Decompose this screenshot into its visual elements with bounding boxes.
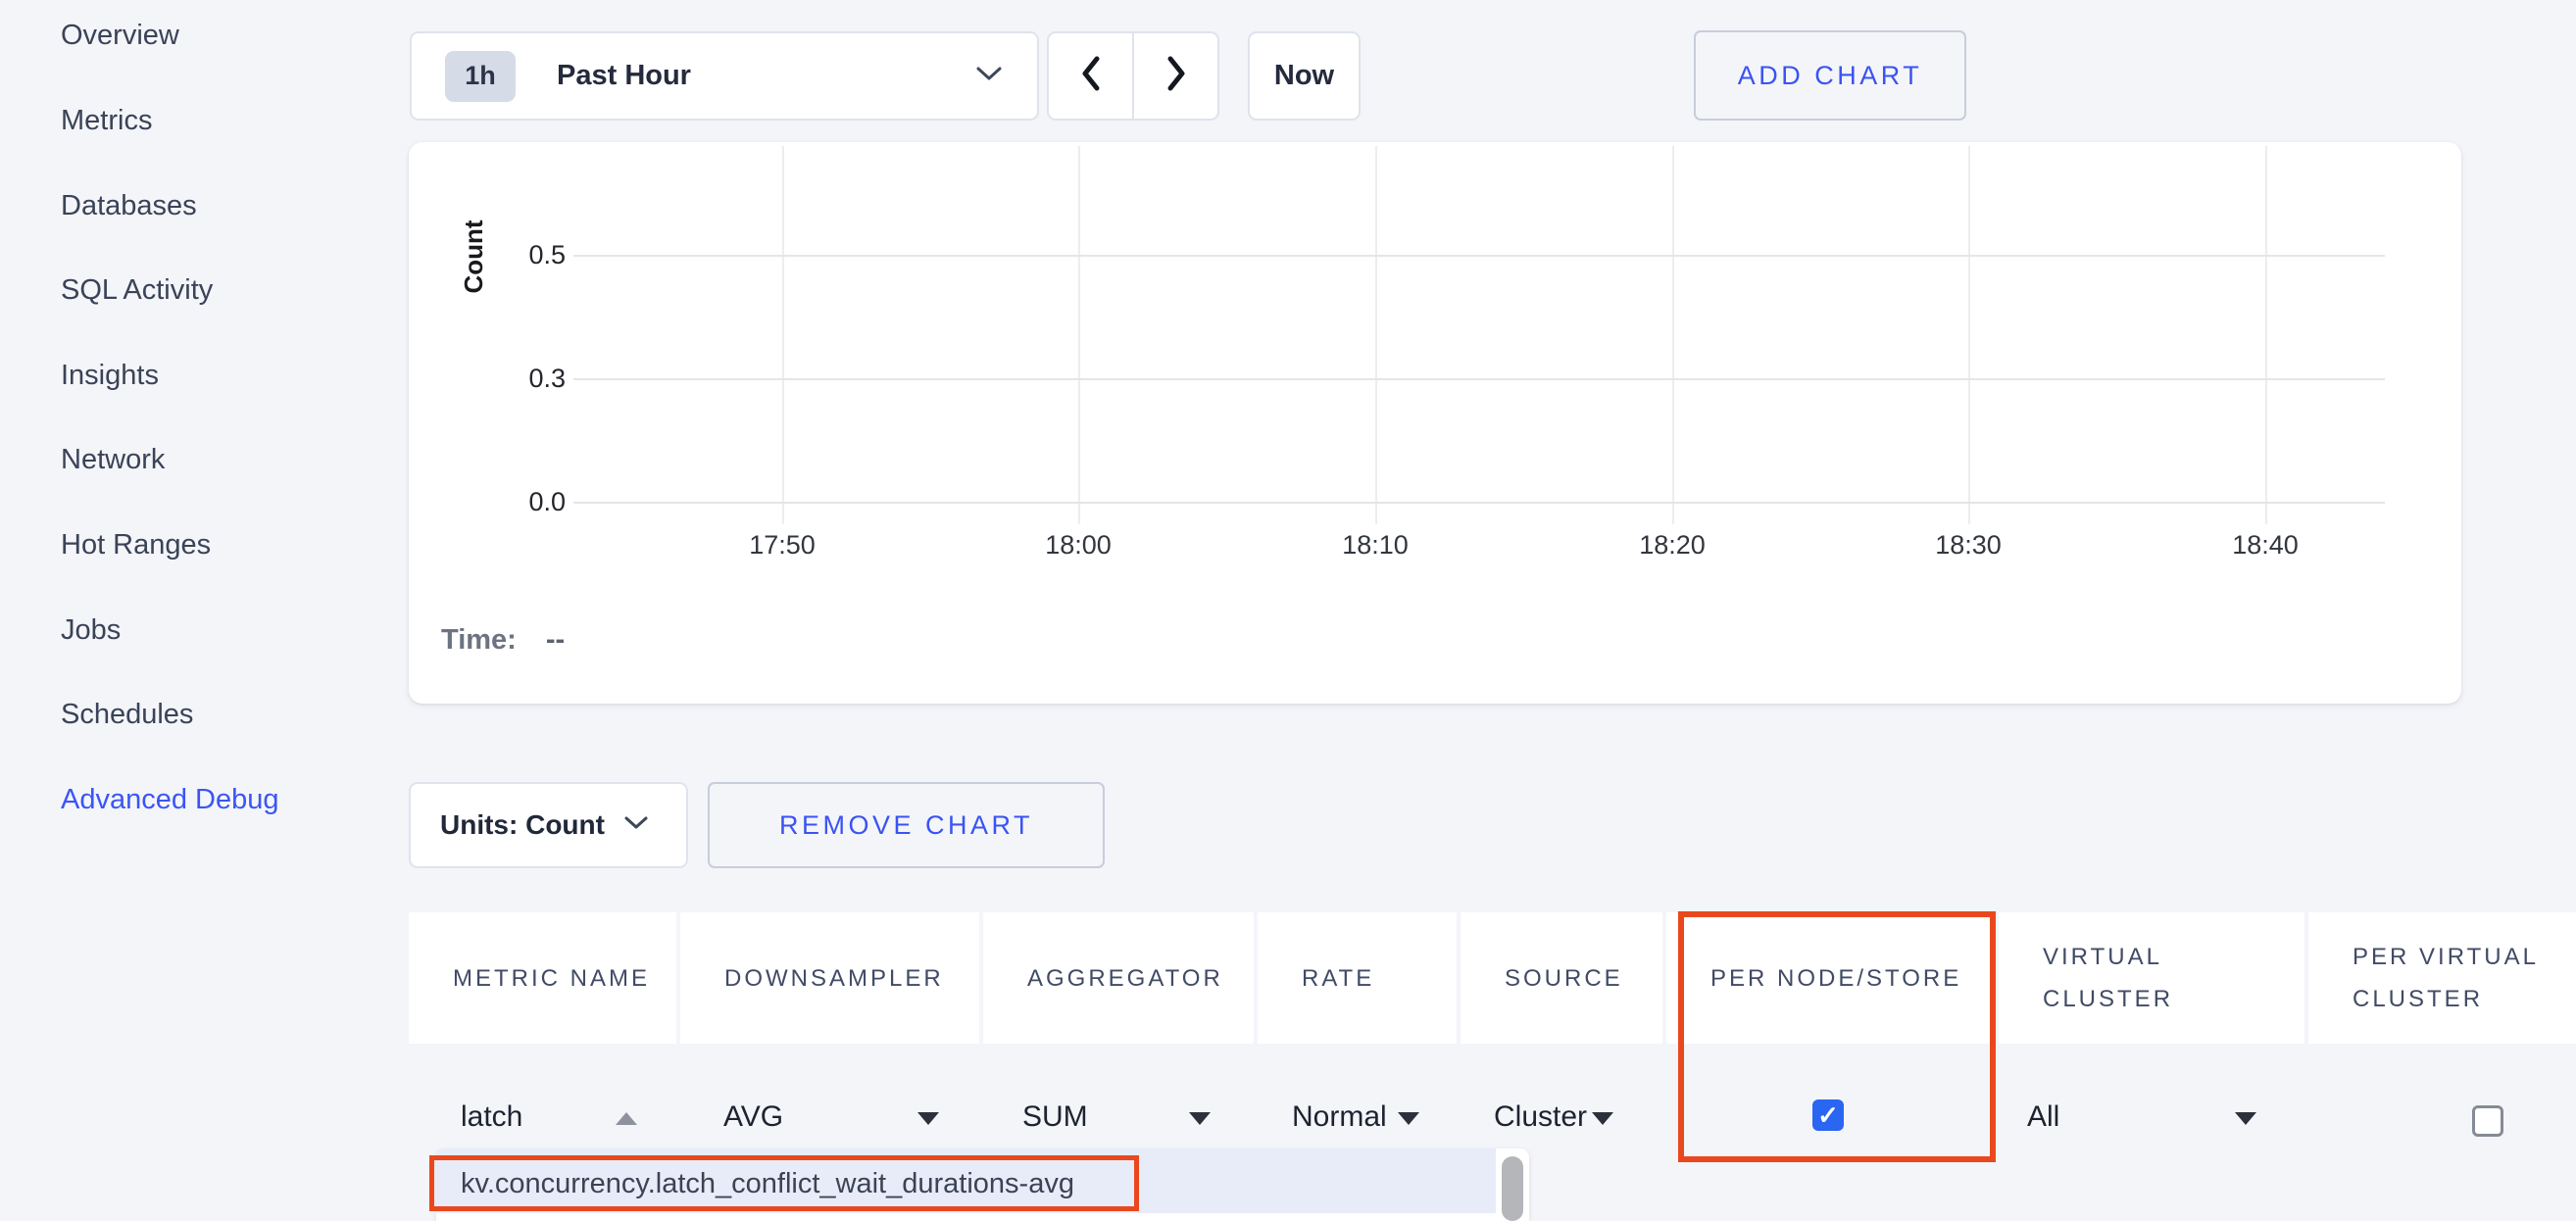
y-tick: 0.3: [528, 364, 566, 393]
aggregator-value: SUM: [1022, 1100, 1088, 1133]
rate-value: Normal: [1292, 1100, 1387, 1133]
time-readout-value: --: [545, 624, 566, 656]
v-gridline: [2265, 146, 2267, 524]
h-gridline: [573, 255, 2385, 257]
rate-select[interactable]: Normal: [1292, 1094, 1419, 1141]
v-gridline: [782, 146, 784, 524]
caret-down-icon: [917, 1112, 939, 1125]
remove-chart-button[interactable]: REMOVE CHART: [708, 782, 1105, 868]
col-header-virtual-cluster: VIRTUAL CLUSTER: [1999, 912, 2304, 1044]
y-tick: 0.5: [528, 240, 566, 269]
col-header-downsampler: DOWNSAMPLER: [680, 912, 979, 1044]
col-header-per-node-store: PER NODE/STORE: [1666, 912, 1995, 1044]
x-tick: 18:20: [1639, 530, 1706, 560]
check-icon: ✓: [1817, 1099, 1839, 1130]
x-tick: 18:30: [1935, 530, 2002, 560]
next-time-button[interactable]: [1134, 33, 1217, 119]
hover-time-readout: Time: --: [441, 624, 565, 657]
sidebar: Overview Metrics Databases SQL Activity …: [0, 0, 392, 1221]
h-gridline: [573, 378, 2385, 380]
sidebar-item-sql-activity[interactable]: SQL Activity: [61, 274, 214, 306]
x-tick: 17:50: [749, 530, 816, 560]
sidebar-item-jobs[interactable]: Jobs: [61, 614, 122, 646]
units-selector-label: Units: Count: [440, 809, 605, 840]
time-window-arrows: [1047, 31, 1219, 121]
divider: [1132, 33, 1134, 119]
sidebar-item-advanced-debug[interactable]: Advanced Debug: [61, 784, 279, 815]
time-readout-label: Time:: [441, 624, 517, 656]
time-range-selector[interactable]: 1h Past Hour: [410, 31, 1039, 121]
x-tick: 18:10: [1342, 530, 1409, 560]
chevron-down-icon: [623, 815, 649, 836]
aggregator-select[interactable]: SUM: [1022, 1094, 1211, 1141]
virtual-cluster-select[interactable]: All: [2027, 1094, 2256, 1141]
virtual-cluster-value: All: [2027, 1100, 2060, 1133]
dropdown-scrollbar-thumb[interactable]: [1502, 1156, 1523, 1221]
v-gridline: [1375, 146, 1377, 524]
caret-down-icon: [1398, 1112, 1419, 1125]
sidebar-item-network[interactable]: Network: [61, 444, 166, 475]
metric-suggestions-dropdown: kv.concurrency.latch_conflict_wait_durat…: [436, 1148, 1529, 1221]
caret-down-icon: [1592, 1112, 1613, 1125]
source-select[interactable]: Cluster: [1494, 1094, 1613, 1141]
chevron-right-icon: [1164, 55, 1189, 97]
downsampler-select[interactable]: AVG: [723, 1094, 939, 1141]
col-header-metric-name: METRIC NAME: [409, 912, 676, 1044]
h-gridline: [573, 502, 2385, 504]
v-gridline: [1078, 146, 1080, 524]
sidebar-item-databases[interactable]: Databases: [61, 190, 197, 221]
caret-up-icon: [616, 1112, 637, 1125]
time-range-label: Past Hour: [557, 60, 691, 91]
col-header-source: SOURCE: [1461, 912, 1662, 1044]
source-value: Cluster: [1494, 1100, 1588, 1133]
chevron-down-icon: [974, 65, 1004, 87]
x-tick: 18:00: [1045, 530, 1112, 560]
y-tick: 0.0: [528, 487, 566, 516]
sidebar-item-hot-ranges[interactable]: Hot Ranges: [61, 529, 212, 561]
metric-name-value: latch: [461, 1100, 523, 1133]
chart-card: Count 0.5 0.3 0.0 17:50 18:00 18:10 18:2…: [409, 142, 2461, 704]
now-button[interactable]: Now: [1248, 31, 1361, 121]
caret-down-icon: [2235, 1112, 2256, 1125]
per-node-store-checkbox[interactable]: ✓: [1812, 1099, 1844, 1131]
metric-suggestion-item-partial[interactable]: [436, 1213, 1496, 1221]
per-virtual-cluster-checkbox[interactable]: ✓: [2472, 1105, 2503, 1137]
col-header-aggregator: AGGREGATOR: [983, 912, 1254, 1044]
prev-time-button[interactable]: [1049, 33, 1132, 119]
downsampler-value: AVG: [723, 1100, 784, 1133]
add-chart-button[interactable]: ADD CHART: [1694, 30, 1966, 121]
sidebar-item-metrics[interactable]: Metrics: [61, 105, 153, 136]
v-gridline: [1968, 146, 1970, 524]
caret-down-icon: [1189, 1112, 1211, 1125]
sidebar-item-overview[interactable]: Overview: [61, 20, 179, 51]
metric-name-select[interactable]: latch: [461, 1094, 637, 1141]
metric-suggestion-item[interactable]: kv.concurrency.latch_conflict_wait_durat…: [461, 1168, 1074, 1199]
chevron-left-icon: [1078, 55, 1104, 97]
time-range-badge: 1h: [445, 50, 516, 102]
col-header-per-virtual-cluster: PER VIRTUAL CLUSTER: [2308, 912, 2576, 1044]
v-gridline: [1672, 146, 1674, 524]
sidebar-item-schedules[interactable]: Schedules: [61, 699, 194, 730]
units-selector[interactable]: Units: Count: [409, 782, 688, 868]
x-tick: 18:40: [2232, 530, 2299, 560]
sidebar-item-insights[interactable]: Insights: [61, 360, 159, 391]
col-header-rate: RATE: [1258, 912, 1457, 1044]
